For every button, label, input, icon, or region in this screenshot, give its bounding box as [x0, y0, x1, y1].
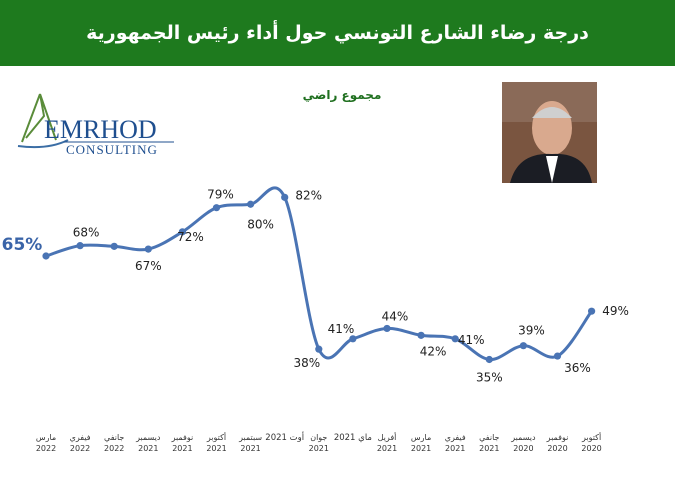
x-tick-label: ديسمبر: [510, 433, 536, 442]
x-tick-label: مارس: [411, 433, 431, 442]
data-label: 65%: [2, 235, 43, 255]
data-label: 35%: [476, 371, 503, 385]
x-tick-label: أكتوبر: [206, 432, 226, 442]
x-tick-label: أفريل: [378, 432, 397, 442]
data-point: [485, 355, 493, 364]
x-tick-label: 2022: [36, 444, 56, 453]
data-label: 42%: [420, 344, 447, 358]
data-point: [451, 335, 459, 343]
chart-title: درجة رضاء الشارع التونسي حول أداء رئيس ا…: [86, 22, 589, 44]
data-label: 68%: [73, 226, 100, 240]
data-label: 44%: [382, 309, 409, 323]
data-label: 36%: [564, 361, 591, 375]
data-label: 72%: [177, 230, 204, 244]
x-tick-label: جوان: [310, 433, 327, 442]
data-point: [519, 342, 528, 350]
emrhod-logo: EMRHOD CONSULTING: [8, 80, 178, 166]
data-point: [212, 204, 221, 212]
x-tick-label: ماي 2021: [334, 433, 372, 443]
x-tick-label: 2021: [309, 444, 329, 453]
data-point: [178, 228, 186, 236]
x-tick-label: 2022: [70, 444, 90, 453]
x-tick-label: فيفري: [445, 433, 466, 442]
data-point: [315, 345, 323, 353]
data-label: 82%: [295, 188, 322, 202]
data-point: [383, 324, 391, 333]
data-point: [349, 335, 357, 343]
x-tick-label: 2020: [513, 444, 533, 453]
data-point: [247, 200, 255, 208]
x-tick-label: 2020: [547, 444, 567, 453]
data-point: [110, 242, 118, 250]
data-point: [76, 242, 84, 250]
series-line: [45, 186, 593, 362]
x-tick-label: 2020: [581, 444, 601, 453]
data-point: [42, 252, 50, 260]
data-point: [553, 352, 562, 360]
x-tick-label: 2021: [206, 444, 226, 453]
x-tick-label: 2021: [479, 444, 499, 453]
data-label: 49%: [602, 304, 629, 318]
x-tick-label: فيفري: [70, 433, 91, 442]
x-tick-label: مارس: [36, 433, 56, 442]
x-tick-label: سبتمبر: [238, 433, 262, 442]
data-label: 79%: [207, 188, 234, 202]
x-tick-label: جانفي: [104, 433, 124, 442]
data-label: 41%: [458, 333, 485, 347]
data-label: 39%: [518, 324, 545, 338]
data-point: [281, 193, 289, 201]
logo-sub: CONSULTING: [66, 142, 158, 157]
data-point: [144, 245, 152, 253]
x-tick-label: نوفمبر: [171, 433, 194, 442]
x-tick-label: نوفمبر: [546, 433, 569, 442]
title-banner: درجة رضاء الشارع التونسي حول أداء رئيس ا…: [0, 0, 675, 66]
x-tick-label: ديسمبر: [135, 433, 161, 442]
data-label: 38%: [293, 356, 320, 370]
x-tick-label: 2022: [104, 444, 124, 453]
x-tick-label: 2021: [411, 444, 431, 453]
x-tick-label: 2021: [445, 444, 465, 453]
president-photo: [502, 82, 597, 183]
x-tick-label: جانفي: [479, 433, 499, 442]
data-label: 67%: [135, 259, 162, 273]
logo-brand: EMRHOD: [44, 115, 157, 144]
x-tick-label: 2021: [172, 444, 192, 453]
data-point: [588, 307, 596, 315]
x-tick-label: 2021: [377, 444, 397, 453]
x-tick-label: أوت 2021: [265, 431, 304, 443]
x-tick-label: 2021: [138, 444, 158, 453]
series-label: مجموع راضي: [302, 88, 382, 102]
emrhod-logo-mark: EMRHOD CONSULTING: [17, 93, 174, 157]
x-tick-label: أكتوبر: [581, 432, 601, 442]
x-tick-label: 2021: [240, 444, 260, 453]
data-label: 80%: [247, 217, 274, 231]
data-point: [417, 331, 425, 339]
data-label: 41%: [328, 322, 355, 336]
